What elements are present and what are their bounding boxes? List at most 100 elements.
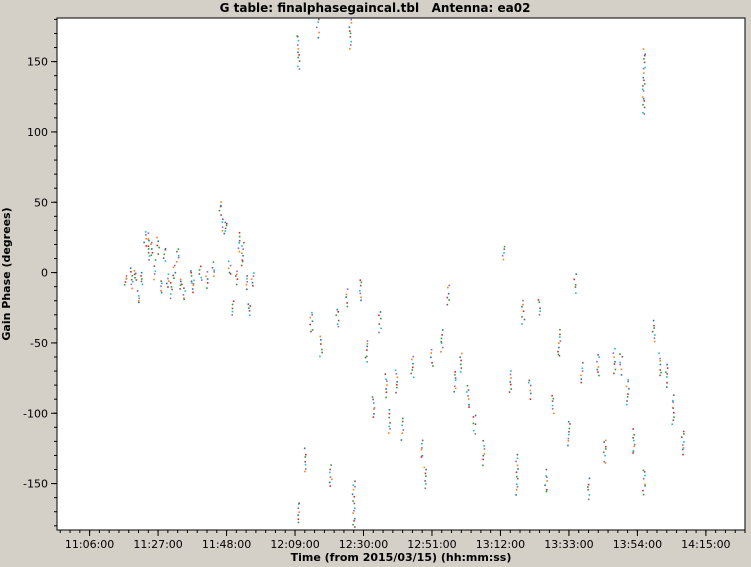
data-point [352, 484, 355, 486]
data-point [386, 380, 388, 382]
data-point [248, 310, 251, 312]
data-point [659, 369, 662, 371]
data-point [328, 481, 331, 484]
data-point [311, 329, 314, 331]
data-point [642, 493, 645, 496]
data-point [410, 372, 413, 375]
data-point [559, 328, 561, 331]
data-point [183, 297, 185, 300]
data-point [359, 292, 362, 295]
data-point [190, 275, 193, 277]
data-point [138, 295, 140, 297]
data-point [380, 327, 382, 330]
data-point [474, 423, 477, 425]
x-tick-label: 14:15:00 [681, 538, 730, 551]
data-point [517, 468, 519, 470]
data-point [598, 374, 600, 377]
data-point [412, 355, 415, 358]
data-point [597, 354, 599, 356]
data-point [558, 346, 560, 349]
data-point [459, 371, 462, 373]
data-point [643, 61, 646, 64]
data-point [143, 241, 145, 244]
data-point [389, 422, 391, 424]
data-point [235, 273, 238, 276]
data-point [627, 379, 630, 381]
data-point [130, 278, 133, 281]
data-point [632, 452, 634, 454]
data-point [365, 355, 368, 358]
data-point [303, 447, 306, 450]
data-point [352, 500, 354, 502]
data-point [503, 245, 506, 248]
data-point [483, 448, 486, 450]
y-axis-label: Gain Phase (degrees) [0, 207, 13, 340]
data-point [472, 429, 475, 432]
data-point [665, 371, 667, 374]
data-point [296, 65, 299, 68]
data-point [349, 36, 352, 38]
data-point [133, 269, 136, 272]
data-point [200, 276, 203, 279]
data-point [654, 334, 656, 336]
data-point [385, 378, 387, 381]
data-point [359, 279, 362, 281]
data-point [604, 454, 606, 457]
data-point [140, 275, 142, 277]
data-point [643, 58, 645, 60]
data-point [154, 270, 157, 273]
data-point [317, 21, 319, 24]
data-point [183, 298, 185, 301]
data-point [179, 284, 182, 286]
data-point [672, 401, 674, 403]
data-point [147, 232, 150, 234]
data-point [515, 488, 518, 491]
data-point [454, 387, 457, 390]
data-point [642, 76, 645, 79]
plot-area[interactable] [57, 18, 745, 530]
data-point [425, 475, 427, 477]
data-point [660, 371, 662, 374]
data-point [238, 250, 241, 253]
data-point [181, 283, 183, 286]
data-point [521, 323, 523, 325]
data-point [163, 253, 166, 256]
data-point [164, 248, 167, 251]
data-point [350, 18, 353, 21]
data-point [568, 427, 571, 430]
data-point [425, 483, 427, 485]
data-point [472, 422, 475, 425]
data-point [441, 329, 444, 331]
data-point [141, 278, 143, 280]
data-point [350, 40, 353, 43]
data-point [666, 381, 669, 384]
data-point [134, 272, 137, 275]
data-point [544, 484, 546, 486]
data-point [206, 287, 208, 289]
data-point [453, 390, 456, 393]
data-point [354, 507, 356, 510]
data-point [136, 290, 139, 292]
data-point [298, 502, 301, 504]
data-point [632, 436, 634, 439]
data-point [253, 272, 255, 274]
data-point [388, 412, 391, 415]
data-point [131, 274, 134, 277]
data-point [172, 266, 175, 269]
data-point [224, 227, 227, 230]
data-point [448, 284, 451, 287]
data-point [385, 396, 387, 399]
data-point [129, 267, 132, 269]
data-point [521, 316, 523, 318]
data-point [304, 460, 307, 463]
data-point [516, 477, 519, 480]
data-point [446, 296, 449, 299]
data-point [200, 279, 203, 281]
data-point [545, 488, 548, 491]
data-point [199, 265, 202, 268]
data-point [329, 485, 332, 487]
data-point [177, 256, 180, 259]
data-point [400, 439, 403, 441]
data-point [537, 299, 540, 301]
data-point [331, 478, 333, 481]
